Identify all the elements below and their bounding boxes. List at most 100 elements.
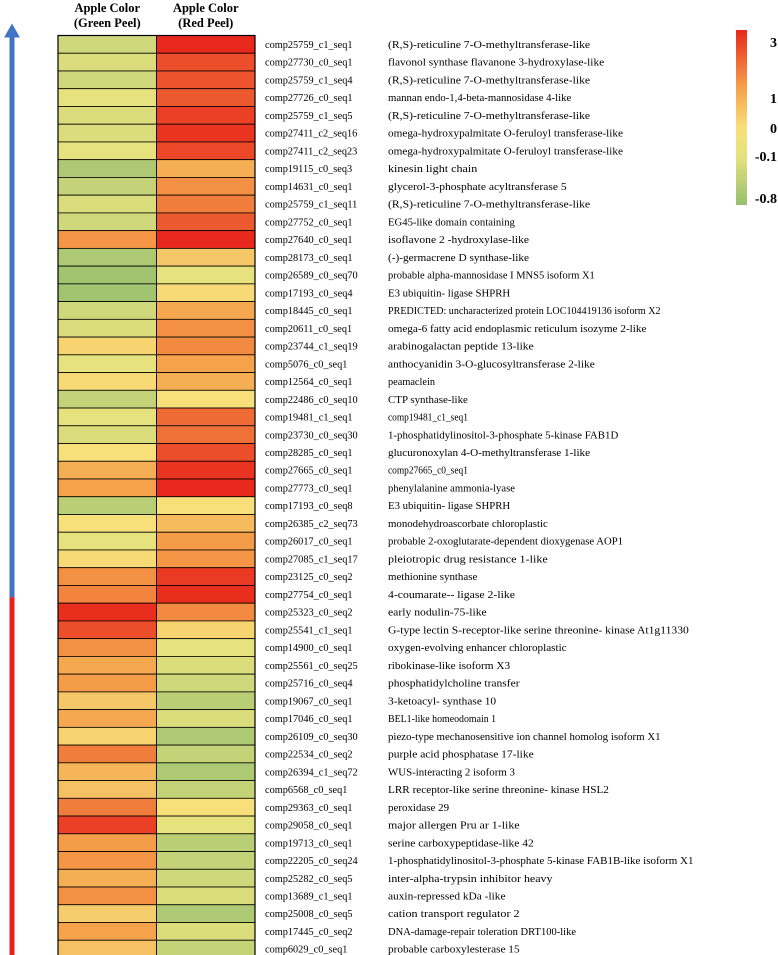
row-gene-id: comp19115_c0_seq3 xyxy=(265,164,352,175)
row-gene-description: CTP synthase-like xyxy=(388,395,468,406)
heatmap-cell-red xyxy=(156,567,256,586)
color-scale-label: -0.1 xyxy=(755,150,777,165)
heatmap-cell-green xyxy=(57,301,157,320)
row-gene-id: comp27754_c0_seq1 xyxy=(265,590,353,601)
heatmap-cell-red xyxy=(156,301,256,320)
row-gene-description: purple acid phosphatase 17-like xyxy=(388,750,534,761)
row-gene-id: comp26017_c0_seq1 xyxy=(265,537,353,548)
heatmap-cell-red xyxy=(156,833,256,852)
row-gene-id: comp29058_c0_seq1 xyxy=(265,821,353,832)
heatmap-cell-green xyxy=(57,372,157,391)
row-gene-description: probable alpha-mannosidase I MNS5 isofor… xyxy=(388,271,595,282)
row-gene-id: comp25008_c0_seq5 xyxy=(265,909,353,920)
heatmap-cell-red xyxy=(156,744,256,764)
row-gene-id: comp14631_c0_seq1 xyxy=(265,182,353,193)
heatmap-cell-green xyxy=(57,35,157,54)
heatmap-cell-red xyxy=(156,123,256,143)
heatmap-cell-green xyxy=(57,88,157,107)
row-gene-id: comp17445_c0_seq2 xyxy=(265,927,353,938)
row-gene-id: comp27085_c1_seq17 xyxy=(265,554,358,565)
heatmap-cell-green xyxy=(57,141,157,161)
heatmap-cell-red xyxy=(156,247,256,267)
heatmap-cell-green xyxy=(57,70,157,90)
heatmap-cell-red xyxy=(156,52,256,72)
row-gene-id: comp27665_c0_seq1 xyxy=(265,466,353,477)
arrow-head-up-regulated-in-red-peel xyxy=(4,23,20,38)
row-gene-id: comp5076_c0_seq1 xyxy=(265,359,347,370)
heatmap-cell-green xyxy=(57,815,157,835)
row-gene-id: comp27411_c2_seq16 xyxy=(265,129,357,140)
heatmap-cell-red xyxy=(156,443,256,462)
row-gene-description: pleiotropic drug resistance 1-like xyxy=(388,554,548,565)
heatmap-cell-red xyxy=(156,372,256,391)
row-gene-description: 1-phosphatidylinositol-3-phosphate 5-kin… xyxy=(388,430,619,441)
row-gene-description: mannan endo-1,4-beta-mannosidase 4-like xyxy=(388,93,572,104)
row-gene-description: (R,S)-reticuline 7-O-methyltransferase-l… xyxy=(388,40,591,51)
heatmap-cell-red xyxy=(156,531,256,551)
heatmap-cell-red xyxy=(156,354,256,373)
row-gene-description: comp27665_c0_seq1 xyxy=(388,466,468,477)
row-gene-description: phosphatidylcholine transfer xyxy=(388,679,520,690)
heatmap-cell-red xyxy=(156,265,256,285)
heatmap-cell-red xyxy=(156,585,256,604)
heatmap-cell-red xyxy=(156,514,256,533)
heatmap-cell-red xyxy=(156,177,256,196)
row-gene-description: ribokinase-like isoform X3 xyxy=(388,661,510,672)
row-gene-description: early nodulin-75-like xyxy=(388,608,487,619)
row-gene-description: piezo-type mechanosensitive ion channel … xyxy=(388,732,661,743)
row-gene-id: comp25282_c0_seq5 xyxy=(265,874,353,885)
heatmap-cell-green xyxy=(57,460,157,480)
heatmap-border xyxy=(57,34,256,955)
heatmap-cell-green xyxy=(57,602,157,622)
row-gene-description: omega-6 fatty acid endoplasmic reticulum… xyxy=(388,324,647,335)
heatmap-cell-green xyxy=(57,709,157,728)
heatmap-cell-green xyxy=(57,531,157,551)
row-gene-description: probable carboxylesterase 15 xyxy=(388,945,520,955)
heatmap-cell-green xyxy=(57,886,157,906)
row-gene-description: glycerol-3-phosphate acyltransferase 5 xyxy=(388,182,567,193)
row-gene-description: peamaclein xyxy=(388,377,435,388)
heatmap-cell-green xyxy=(57,567,157,586)
heatmap-cell-green xyxy=(57,638,157,657)
heatmap-cell-red xyxy=(156,159,256,178)
row-gene-description: G-type lectin S-receptor-like serine thr… xyxy=(388,625,689,636)
row-gene-id: comp26394_c1_seq72 xyxy=(265,767,358,778)
color-scale-label: 0 xyxy=(770,122,777,137)
row-gene-description: inter-alpha-trypsin inhibitor heavy xyxy=(388,874,553,885)
heatmap-cell-red xyxy=(156,939,256,955)
row-gene-description: E3 ubiquitin- ligase SHPRH xyxy=(388,501,511,512)
row-gene-description: E3 ubiquitin- ligase SHPRH xyxy=(388,288,511,299)
heatmap-cell-red xyxy=(156,389,256,409)
row-gene-description: cation transport regulator 2 xyxy=(388,909,520,920)
row-gene-id: comp20611_c0_seq1 xyxy=(265,324,352,335)
row-gene-description: PREDICTED: uncharacterized protein LOC10… xyxy=(388,306,661,317)
row-gene-id: comp25716_c0_seq4 xyxy=(265,679,353,690)
heatmap-cell-red xyxy=(156,88,256,107)
color-scale-label: 3 xyxy=(770,36,777,51)
row-gene-description: methionine synthase xyxy=(388,572,478,583)
heatmap-cell-green xyxy=(57,549,157,569)
row-gene-id: comp26589_c0_seq70 xyxy=(265,271,358,282)
row-gene-id: comp27730_c0_seq1 xyxy=(265,58,353,69)
heatmap-cell-green xyxy=(57,478,157,498)
row-gene-description: major allergen Pru ar 1-like xyxy=(388,821,520,832)
heatmap-cell-green xyxy=(57,177,157,196)
row-gene-id: comp29363_c0_seq1 xyxy=(265,803,353,814)
color-scale-bar xyxy=(736,30,747,205)
heatmap-cell-red xyxy=(156,726,256,746)
heatmap-cell-red xyxy=(156,425,256,444)
row-gene-description: WUS-interacting 2 isoform 3 xyxy=(388,767,515,778)
heatmap-cell-red xyxy=(156,709,256,728)
heatmap-cell-green xyxy=(57,336,157,356)
heatmap-cell-red xyxy=(156,868,256,888)
heatmap-cell-green xyxy=(57,904,157,923)
row-gene-id: comp19481_c1_seq1 xyxy=(265,413,353,424)
heatmap-cell-red xyxy=(156,656,256,675)
row-gene-description: isoflavone 2 -hydroxylase-like xyxy=(388,235,529,246)
row-gene-id: comp22486_c0_seq10 xyxy=(265,395,358,406)
heatmap-cell-red xyxy=(156,886,256,906)
heatmap-cell-red xyxy=(156,780,256,799)
heatmap-cell-red xyxy=(156,620,256,640)
row-gene-id: comp19067_c0_seq1 xyxy=(265,696,353,707)
heatmap-cell-green xyxy=(57,52,157,72)
